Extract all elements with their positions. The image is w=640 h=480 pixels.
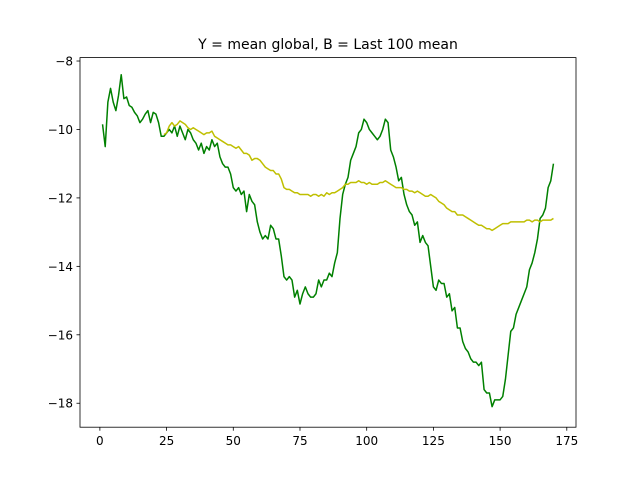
y-tick-label: −14 xyxy=(48,260,73,274)
x-tick-label: 25 xyxy=(159,434,174,448)
x-tick-label: 100 xyxy=(355,434,378,448)
x-tick-label: 175 xyxy=(555,434,578,448)
y-tick-label: −12 xyxy=(48,191,73,205)
data-line xyxy=(163,120,554,232)
x-tick-label: 50 xyxy=(226,434,241,448)
y-tick-label: −16 xyxy=(48,328,73,342)
data-line xyxy=(101,73,555,408)
x-tick-label: 150 xyxy=(489,434,512,448)
y-tick-label: −8 xyxy=(55,55,73,69)
x-tick-label: 75 xyxy=(292,434,307,448)
chart-title: Y = mean global, B = Last 100 mean xyxy=(197,37,458,53)
y-tick-label: −18 xyxy=(48,397,73,411)
y-tick-label: −10 xyxy=(48,123,73,137)
x-tick-label: 0 xyxy=(96,434,104,448)
plot-frame xyxy=(79,57,577,428)
x-tick-label: 125 xyxy=(422,434,445,448)
